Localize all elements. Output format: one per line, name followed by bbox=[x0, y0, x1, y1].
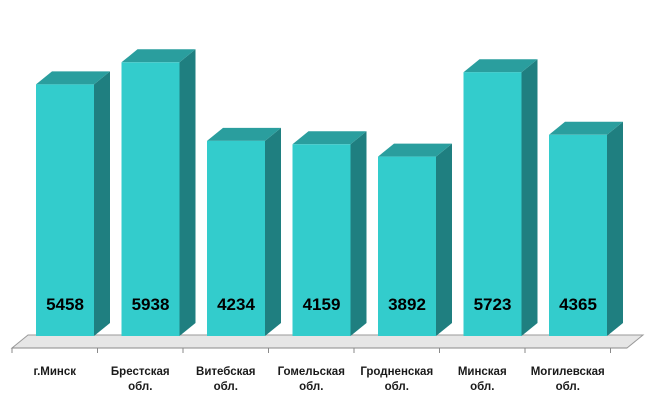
category-label: Витебская обл. bbox=[196, 366, 255, 393]
bars: 5458 5938 4234 4159 3892 5723 4365 bbox=[36, 49, 623, 336]
bar-front-face bbox=[378, 156, 436, 336]
category-label: Могилевская обл. bbox=[531, 366, 605, 393]
bar-side-face bbox=[521, 59, 538, 336]
bar-top-face bbox=[292, 131, 367, 145]
bar-side-face bbox=[265, 127, 281, 336]
bar-value-label: 4365 bbox=[559, 295, 597, 314]
bar-side-face bbox=[607, 121, 623, 336]
category-label: Гродненская обл. bbox=[360, 366, 433, 393]
bar-value-label: 5458 bbox=[46, 295, 84, 314]
category-label: г.Минск bbox=[33, 366, 76, 378]
bar-front-face bbox=[207, 140, 265, 336]
category-label: Брестская обл. bbox=[111, 366, 170, 393]
bar: 5458 bbox=[36, 71, 110, 336]
bar-side-face bbox=[436, 143, 452, 336]
bar-value-label: 4159 bbox=[303, 295, 341, 314]
bar-value-label: 3892 bbox=[388, 295, 426, 314]
bar-top-face bbox=[378, 143, 452, 157]
bar-top-face bbox=[36, 71, 110, 85]
bar: 5938 bbox=[121, 49, 196, 336]
bar-top-face bbox=[207, 127, 281, 141]
bar-front-face bbox=[463, 72, 522, 336]
category-labels: г.Минск Брестская обл. Витебская обл. Гомельс… bbox=[33, 366, 604, 393]
bar-value-label: 5723 bbox=[474, 295, 512, 314]
bar-value-label: 5938 bbox=[132, 295, 170, 314]
bar: 4159 bbox=[292, 131, 367, 336]
bar-side-face bbox=[179, 49, 196, 336]
bar-top-face bbox=[463, 59, 538, 73]
bar-top-face bbox=[549, 121, 623, 135]
bar: 4365 bbox=[549, 121, 623, 336]
bar: 3892 bbox=[378, 143, 452, 336]
bar-front-face bbox=[549, 134, 607, 336]
bar: 5723 bbox=[463, 59, 538, 336]
chart-floor bbox=[10, 334, 645, 353]
bar-front-face bbox=[36, 84, 94, 336]
bar-top-face bbox=[121, 49, 196, 63]
bar-value-label: 4234 bbox=[217, 295, 255, 314]
bar: 4234 bbox=[207, 127, 281, 336]
category-label: Гомельская обл. bbox=[278, 366, 345, 393]
bar-front-face bbox=[292, 144, 351, 336]
bar-side-face bbox=[94, 71, 110, 336]
category-label: Минская обл. bbox=[458, 366, 507, 393]
bar-front-face bbox=[121, 62, 180, 336]
bar-side-face bbox=[350, 131, 367, 336]
floor-plane bbox=[10, 334, 645, 349]
